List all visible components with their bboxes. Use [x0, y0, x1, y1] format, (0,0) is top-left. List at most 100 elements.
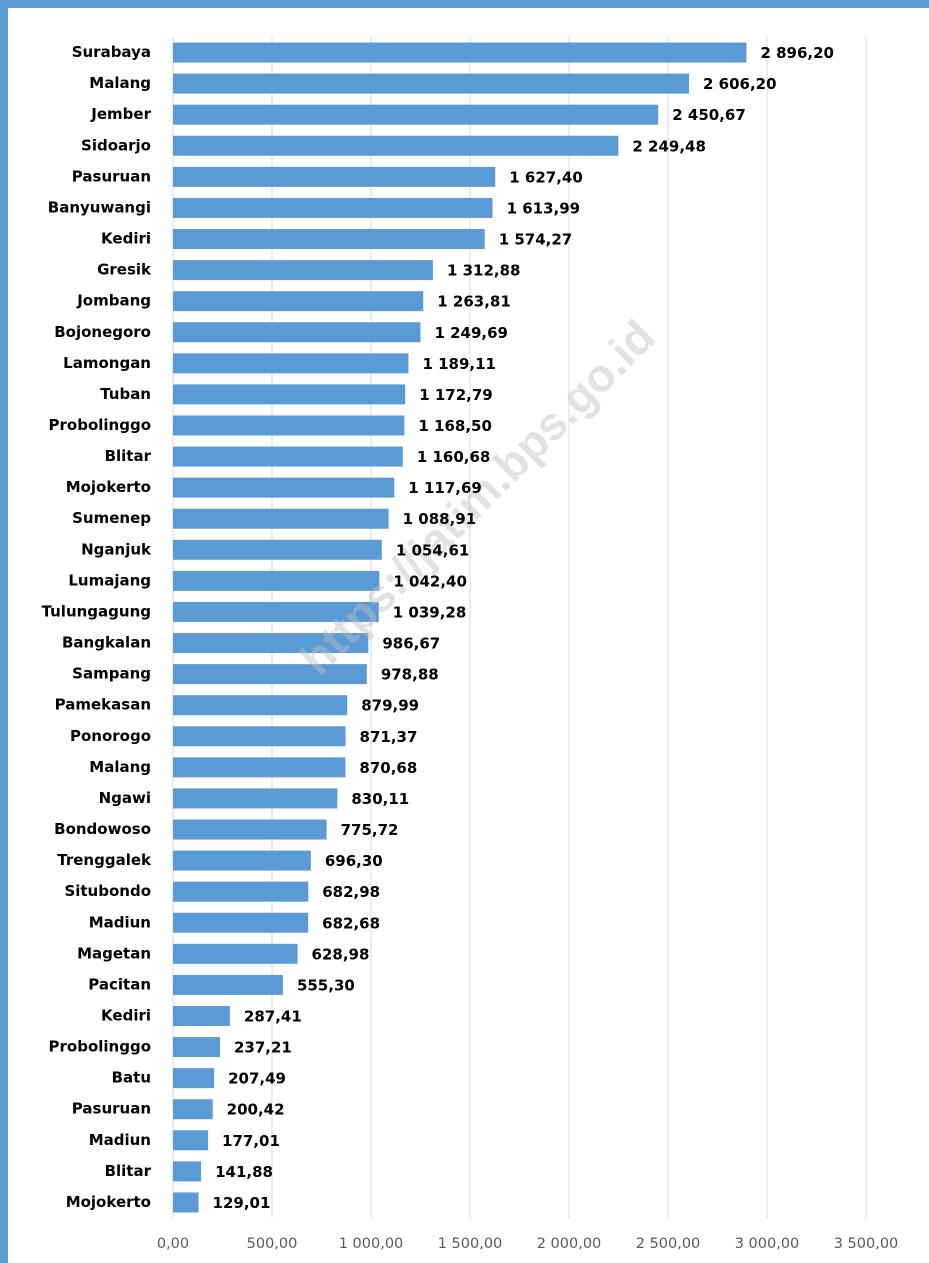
bar: [173, 539, 382, 560]
value-label: 696,30: [325, 852, 383, 870]
bar: [173, 260, 433, 281]
bar: [173, 819, 327, 840]
bar: [173, 912, 309, 933]
value-label: 177,01: [222, 1132, 280, 1150]
frame-left: [0, 0, 8, 1263]
category-label: Madiun: [89, 913, 151, 931]
x-tick-label: 3 000,00: [735, 1236, 800, 1252]
category-label: Blitar: [105, 447, 152, 465]
category-label: Ponorogo: [70, 727, 151, 745]
bar: [173, 1068, 215, 1089]
value-label: 129,01: [213, 1194, 271, 1212]
value-label: 200,42: [227, 1101, 285, 1119]
category-label: Bondowoso: [54, 820, 151, 838]
value-label: 141,88: [215, 1163, 273, 1181]
bar: [173, 788, 338, 809]
category-label: Probolinggo: [49, 1038, 151, 1056]
bar: [173, 135, 619, 156]
bar: [173, 446, 403, 467]
value-label: 1 160,68: [417, 448, 491, 466]
category-label: Trenggalek: [57, 851, 152, 869]
value-label: 237,21: [234, 1039, 292, 1057]
x-tick-label: 2 000,00: [537, 1236, 602, 1252]
bar: [173, 197, 493, 218]
value-label: 1 613,99: [507, 199, 581, 217]
category-label: Magetan: [77, 944, 151, 962]
bar: [173, 229, 485, 250]
category-label: Pacitan: [88, 975, 151, 993]
value-label: 879,99: [361, 697, 419, 715]
x-tick-label: 1 500,00: [438, 1236, 503, 1252]
bar: [173, 850, 311, 871]
value-label: 287,41: [244, 1007, 302, 1025]
bar: [173, 601, 379, 622]
bar: [173, 664, 367, 685]
value-label: 870,68: [359, 759, 417, 777]
category-label: Pasuruan: [72, 167, 151, 185]
value-label: 682,98: [322, 883, 380, 901]
category-label: Sidoarjo: [81, 136, 151, 154]
value-label: 1 039,28: [393, 603, 467, 621]
value-label: 1 249,69: [434, 324, 508, 342]
bar: [173, 353, 409, 374]
category-label: Tuban: [100, 385, 151, 403]
frame-top: [0, 0, 929, 8]
bar: [173, 1099, 213, 1120]
category-label: Kediri: [101, 230, 151, 248]
category-label: Mojokerto: [66, 478, 151, 496]
value-label: 2 249,48: [632, 137, 706, 155]
category-label: Pasuruan: [72, 1100, 151, 1118]
category-label: Bangkalan: [62, 634, 151, 652]
bar: [173, 322, 421, 343]
category-label: Malang: [89, 74, 151, 92]
value-label: 871,37: [360, 728, 418, 746]
bar: [173, 291, 424, 312]
category-label: Sampang: [72, 665, 151, 683]
bar: [173, 570, 380, 591]
value-label: 830,11: [351, 790, 409, 808]
value-label: 1 312,88: [447, 262, 521, 280]
category-label: Nganjuk: [81, 540, 152, 558]
category-label: Sumenep: [72, 509, 151, 527]
value-label: 1 189,11: [422, 355, 496, 373]
value-label: 1 172,79: [419, 386, 493, 404]
value-label: 1 574,27: [499, 231, 573, 249]
category-label: Ngawi: [99, 789, 151, 807]
bar: [173, 384, 406, 405]
category-label: Batu: [112, 1069, 151, 1087]
x-tick-label: 500,00: [247, 1236, 298, 1252]
category-label: Pamekasan: [55, 696, 151, 714]
bar: [173, 757, 346, 778]
x-tick-label: 0,00: [157, 1236, 189, 1252]
category-label: Surabaya: [72, 43, 151, 61]
bar: [173, 726, 346, 747]
value-label: 2 606,20: [703, 75, 777, 93]
category-label: Banyuwangi: [48, 198, 151, 216]
bar: [173, 166, 496, 187]
bar: [173, 1130, 209, 1151]
bar: [173, 477, 395, 498]
bar: [173, 42, 747, 63]
category-label: Mojokerto: [66, 1193, 151, 1211]
bar: [173, 881, 309, 902]
bar: [173, 1037, 220, 1058]
bar: [173, 415, 405, 436]
value-label: 1 117,69: [408, 479, 482, 497]
value-label: 682,68: [322, 914, 380, 932]
category-label: Jember: [90, 105, 151, 123]
category-label: Situbondo: [64, 882, 151, 900]
value-label: 1 168,50: [418, 417, 492, 435]
category-label: Madiun: [89, 1131, 151, 1149]
value-label: 1 263,81: [437, 293, 511, 311]
value-label: 1 088,91: [403, 510, 477, 528]
bar: [173, 73, 690, 94]
value-label: 628,98: [312, 945, 370, 963]
bar: [173, 695, 348, 716]
bar: [173, 974, 283, 995]
category-label: Lumajang: [68, 571, 151, 589]
value-label: 555,30: [297, 976, 355, 994]
bar: [173, 1005, 230, 1026]
category-label: Lamongan: [63, 354, 151, 372]
x-tick-label: 2 500,00: [636, 1236, 701, 1252]
